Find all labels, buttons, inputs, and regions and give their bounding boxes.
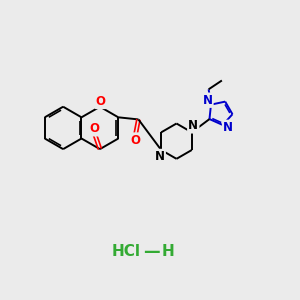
Text: N: N: [223, 121, 233, 134]
Text: N: N: [202, 94, 212, 107]
Text: O: O: [130, 134, 140, 146]
Text: —: —: [143, 243, 160, 261]
Text: N: N: [188, 119, 198, 132]
Text: N: N: [155, 150, 165, 163]
Text: O: O: [96, 95, 106, 108]
Text: H: H: [161, 244, 174, 259]
Text: HCl: HCl: [112, 244, 141, 259]
Text: O: O: [90, 122, 100, 135]
